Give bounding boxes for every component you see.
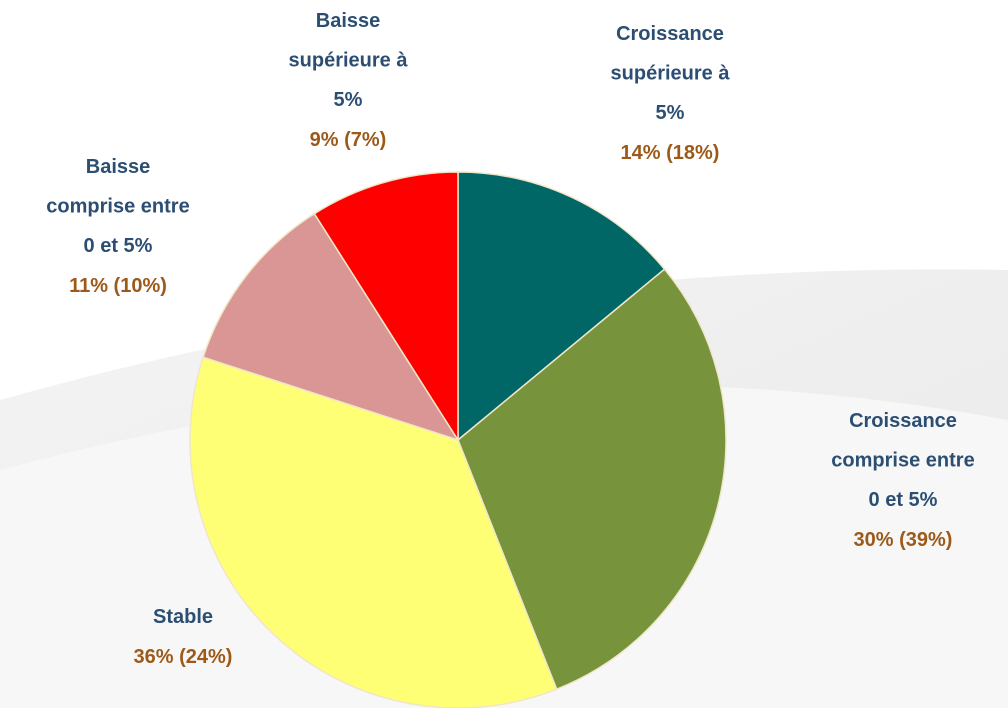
- value-label: 9% (7%): [310, 129, 387, 151]
- label-line: 5%: [334, 89, 363, 111]
- pie: [189, 171, 727, 708]
- slice-label: Croissance comprise entre 0 et 5%: [831, 410, 974, 511]
- value-label: 30% (39%): [854, 529, 953, 551]
- slice-label: Croissance supérieure à 5%: [611, 23, 731, 124]
- label-line: 5%: [656, 102, 685, 124]
- label-line: Croissance: [849, 410, 957, 432]
- value-label: 14% (18%): [621, 142, 720, 164]
- pie-slice: [202, 212, 460, 442]
- slice-label: Stable: [153, 606, 213, 628]
- label-line: 0 et 5%: [869, 489, 938, 511]
- label-line: comprise entre: [46, 196, 189, 218]
- pie-slice: [457, 171, 666, 442]
- labels: Croissance supérieure à 5% 14% (18%) Croissa…: [46, 10, 974, 668]
- label-line: Baisse: [86, 156, 151, 178]
- pie-slice: [457, 268, 727, 691]
- label-line: supérieure à: [611, 63, 731, 85]
- value-label: 36% (24%): [134, 646, 233, 668]
- label-line: Stable: [153, 606, 213, 628]
- label-line: 0 et 5%: [84, 235, 153, 257]
- slice-label: Baisse comprise entre 0 et 5%: [46, 156, 189, 257]
- value-label: 11% (10%): [69, 275, 167, 297]
- label-line: supérieure à: [289, 50, 409, 72]
- pie-slice: [313, 171, 459, 443]
- label-line: Baisse: [316, 10, 381, 32]
- label-line: Croissance: [616, 23, 724, 45]
- pie-slice: [189, 356, 558, 708]
- slice-label: Baisse supérieure à 5%: [289, 10, 409, 111]
- label-line: comprise entre: [831, 450, 974, 472]
